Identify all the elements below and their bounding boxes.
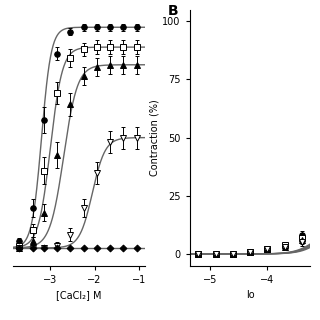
X-axis label: lo: lo	[246, 290, 254, 300]
Text: B: B	[168, 4, 179, 19]
Y-axis label: Contraction (%): Contraction (%)	[150, 99, 160, 176]
X-axis label: [CaCl₂] M: [CaCl₂] M	[56, 290, 102, 300]
